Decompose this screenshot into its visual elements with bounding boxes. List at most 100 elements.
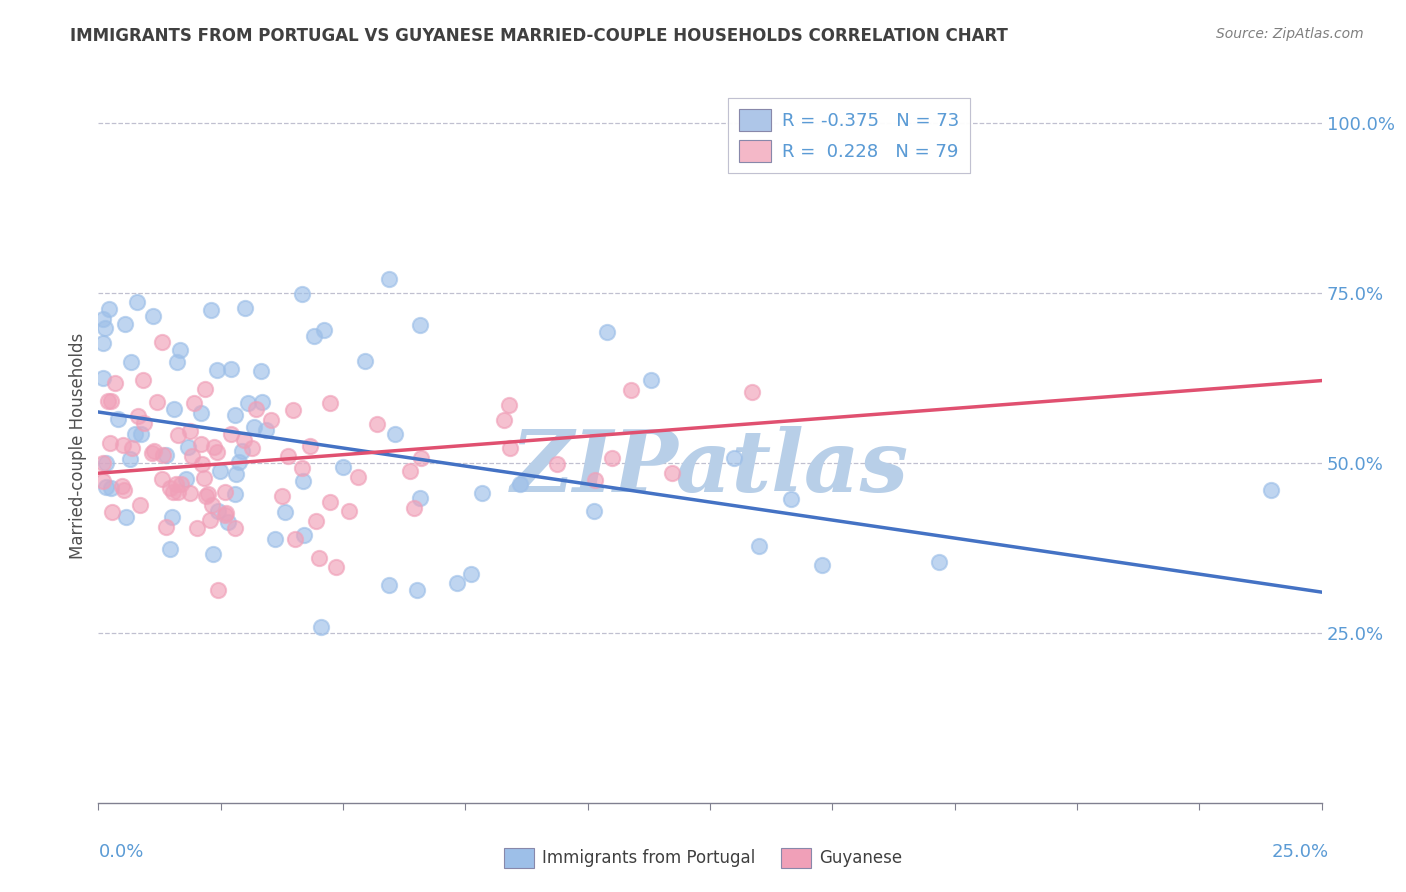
- Point: [346, 470, 368, 484]
- Point: [120, 355, 142, 369]
- Point: [177, 441, 200, 455]
- Point: [620, 383, 643, 397]
- Point: [150, 472, 173, 486]
- Point: [277, 449, 299, 463]
- Point: [446, 575, 468, 590]
- Point: [217, 515, 239, 529]
- Point: [97, 393, 120, 408]
- Point: [236, 396, 259, 410]
- Point: [309, 620, 332, 634]
- Point: [132, 373, 155, 387]
- Point: [101, 505, 124, 519]
- Point: [748, 539, 770, 553]
- Point: [260, 413, 283, 427]
- Point: [201, 499, 224, 513]
- Point: [302, 329, 325, 343]
- Point: [190, 437, 212, 451]
- Point: [250, 395, 273, 409]
- Point: [179, 485, 201, 500]
- Point: [93, 321, 115, 335]
- Point: [233, 433, 256, 447]
- Point: [233, 301, 256, 316]
- Point: [378, 272, 401, 286]
- Point: [100, 393, 122, 408]
- Text: 25.0%: 25.0%: [1271, 843, 1329, 861]
- Point: [152, 449, 174, 463]
- Point: [127, 409, 149, 424]
- Point: [299, 439, 322, 453]
- Point: [225, 467, 247, 481]
- Point: [498, 398, 520, 412]
- Point: [145, 394, 167, 409]
- Point: [325, 560, 347, 574]
- Point: [142, 444, 165, 458]
- Point: [405, 582, 427, 597]
- Point: [378, 578, 401, 592]
- Point: [780, 491, 803, 506]
- Point: [402, 500, 425, 515]
- Point: [741, 385, 763, 400]
- Point: [155, 448, 177, 462]
- Legend: Immigrants from Portugal, Guyanese: Immigrants from Portugal, Guyanese: [498, 841, 908, 875]
- Point: [546, 457, 568, 471]
- Point: [111, 479, 134, 493]
- Point: [219, 426, 242, 441]
- Point: [583, 503, 606, 517]
- Point: [264, 532, 287, 546]
- Point: [228, 455, 250, 469]
- Point: [245, 402, 267, 417]
- Point: [384, 426, 406, 441]
- Point: [100, 481, 122, 495]
- Point: [205, 445, 228, 459]
- Point: [214, 508, 236, 523]
- Point: [125, 294, 148, 309]
- Point: [292, 528, 315, 542]
- Point: [499, 441, 522, 455]
- Point: [195, 489, 218, 503]
- Point: [193, 470, 215, 484]
- Point: [205, 362, 228, 376]
- Y-axis label: Married-couple Households: Married-couple Households: [69, 333, 87, 559]
- Point: [460, 567, 482, 582]
- Point: [94, 456, 117, 470]
- Point: [366, 417, 388, 431]
- Point: [202, 440, 225, 454]
- Point: [169, 343, 191, 357]
- Text: Source: ZipAtlas.com: Source: ZipAtlas.com: [1216, 27, 1364, 41]
- Point: [128, 498, 150, 512]
- Point: [183, 395, 205, 409]
- Point: [640, 373, 662, 387]
- Point: [411, 450, 433, 465]
- Point: [661, 467, 683, 481]
- Point: [200, 302, 222, 317]
- Point: [190, 457, 212, 471]
- Point: [98, 302, 121, 317]
- Point: [224, 521, 246, 535]
- Point: [114, 317, 136, 331]
- Point: [150, 334, 173, 349]
- Point: [141, 445, 163, 459]
- Point: [583, 474, 606, 488]
- Point: [186, 520, 208, 534]
- Point: [169, 477, 191, 491]
- Point: [811, 558, 834, 572]
- Point: [215, 506, 238, 520]
- Point: [91, 371, 114, 385]
- Text: 0.0%: 0.0%: [98, 843, 143, 861]
- Point: [159, 481, 181, 495]
- Point: [494, 413, 516, 427]
- Point: [121, 441, 143, 455]
- Point: [181, 449, 204, 463]
- Point: [509, 477, 531, 491]
- Point: [91, 456, 114, 470]
- Point: [224, 409, 246, 423]
- Point: [292, 474, 315, 488]
- Point: [112, 483, 135, 497]
- Point: [291, 287, 314, 301]
- Point: [207, 583, 229, 598]
- Point: [928, 555, 950, 569]
- Point: [124, 426, 146, 441]
- Text: IMMIGRANTS FROM PORTUGAL VS GUYANESE MARRIED-COUPLE HOUSEHOLDS CORRELATION CHART: IMMIGRANTS FROM PORTUGAL VS GUYANESE MAR…: [70, 27, 1008, 45]
- Point: [240, 441, 263, 455]
- Point: [98, 435, 121, 450]
